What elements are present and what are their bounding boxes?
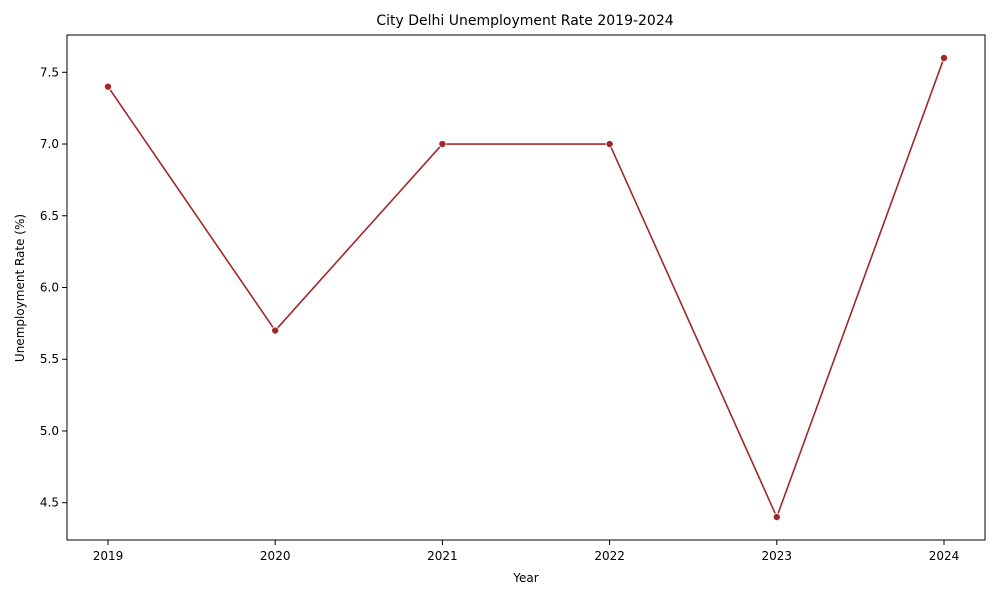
data-point[interactable]: [605, 140, 614, 149]
y-tick-label: 6.0: [40, 281, 59, 295]
data-point[interactable]: [438, 140, 447, 149]
y-tick-label: 5.0: [40, 424, 59, 438]
series-layer: [104, 53, 949, 522]
x-tick-label: 2022: [594, 549, 625, 563]
x-axis-label: Year: [512, 571, 538, 585]
data-point[interactable]: [772, 513, 781, 522]
chart-title: City Delhi Unemployment Rate 2019-2024: [376, 13, 673, 29]
y-tick-label: 7.5: [40, 65, 59, 79]
y-tick-label: 6.5: [40, 209, 59, 223]
series-line: [107, 57, 945, 520]
plot-frame: [66, 34, 986, 541]
data-point[interactable]: [940, 53, 949, 62]
y-tick-label: 4.5: [40, 496, 59, 510]
x-tick-label: 2021: [427, 549, 458, 563]
y-tick-label: 5.5: [40, 352, 59, 366]
x-tick-label: 2023: [762, 549, 793, 563]
x-tick-label: 2024: [929, 549, 960, 563]
x-tick-label: 2019: [93, 549, 124, 563]
y-tick-label: 7.0: [40, 137, 59, 151]
y-axis: 4.5 5.0 5.5 6.0 6.5 7.0 7.5: [40, 65, 67, 510]
y-axis-label: Unemployment Rate (%): [13, 214, 27, 362]
x-axis: 2019 2020 2021 2022 2023 2024: [93, 540, 960, 563]
data-point[interactable]: [104, 82, 113, 91]
data-point[interactable]: [271, 326, 280, 335]
x-tick-label: 2020: [260, 549, 291, 563]
